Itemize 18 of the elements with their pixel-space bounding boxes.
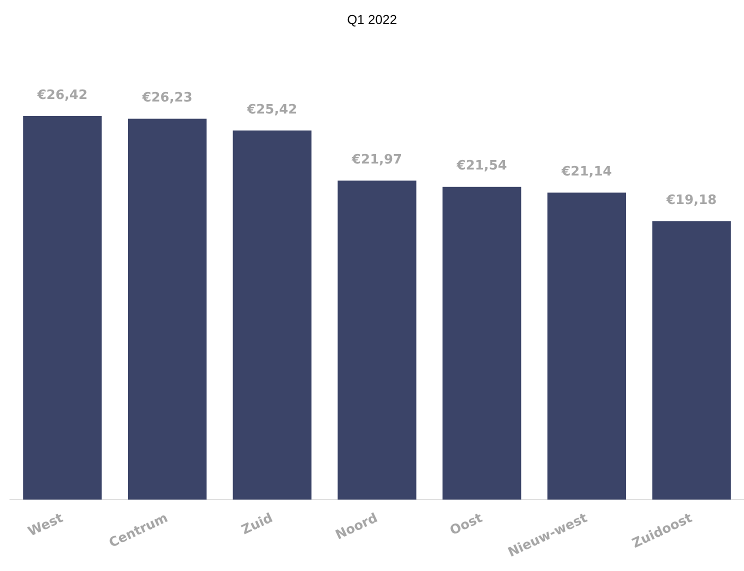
bar bbox=[23, 116, 102, 500]
bar bbox=[442, 186, 522, 500]
x-tick-label: West bbox=[26, 510, 66, 540]
data-label: €21,54 bbox=[456, 158, 507, 174]
data-label: €19,18 bbox=[665, 193, 717, 208]
bar bbox=[652, 221, 731, 500]
bar bbox=[232, 130, 312, 500]
bar bbox=[547, 192, 626, 500]
data-label: €21,97 bbox=[350, 152, 402, 168]
bar bbox=[338, 180, 416, 500]
x-tick-label: Zuid bbox=[240, 510, 276, 538]
bar bbox=[128, 118, 207, 500]
data-label: €25,42 bbox=[246, 102, 298, 118]
data-label: €26,42 bbox=[36, 88, 88, 103]
chart-subtitle: Q1 2022 bbox=[346, 11, 398, 29]
data-label: €21,14 bbox=[560, 164, 612, 180]
x-tick-label: Oost bbox=[448, 510, 485, 539]
data-label: €26,23 bbox=[141, 90, 192, 106]
